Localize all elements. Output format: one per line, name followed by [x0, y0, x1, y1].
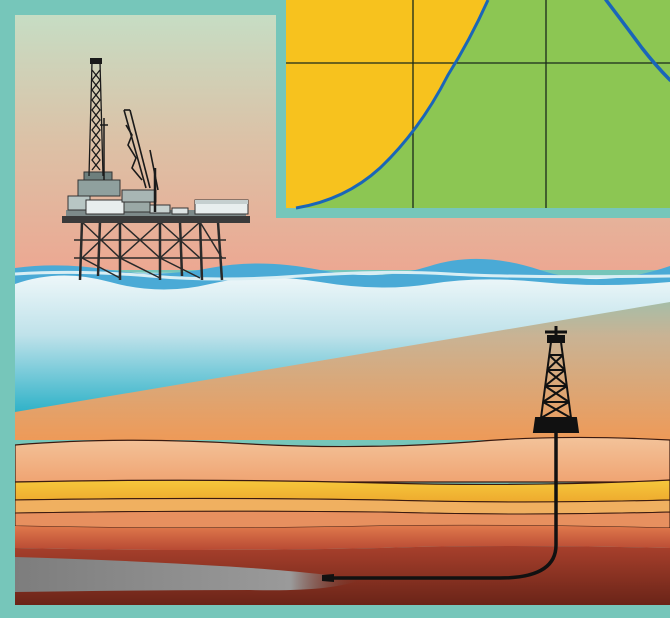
inset-panel: [276, 0, 670, 218]
layer-red: [15, 525, 670, 550]
layer-salmon: [15, 510, 670, 529]
inset-trend-curve: [604, 0, 670, 82]
sea-surface-highlight: [15, 270, 670, 281]
onshore-derrick-icon: [532, 326, 580, 433]
offshore-platform-icon: [62, 58, 250, 281]
layer-brown: [15, 546, 670, 605]
layer-peach: [15, 436, 670, 483]
horizontal-well-icon: [323, 430, 558, 580]
sea: [15, 272, 670, 412]
inset-gridlines: [286, 0, 670, 208]
inset-boundary-curve: [295, 0, 490, 210]
well-tip: [322, 574, 334, 582]
inset-yellow-region: [286, 0, 488, 208]
reservoir-zone: [15, 557, 360, 592]
